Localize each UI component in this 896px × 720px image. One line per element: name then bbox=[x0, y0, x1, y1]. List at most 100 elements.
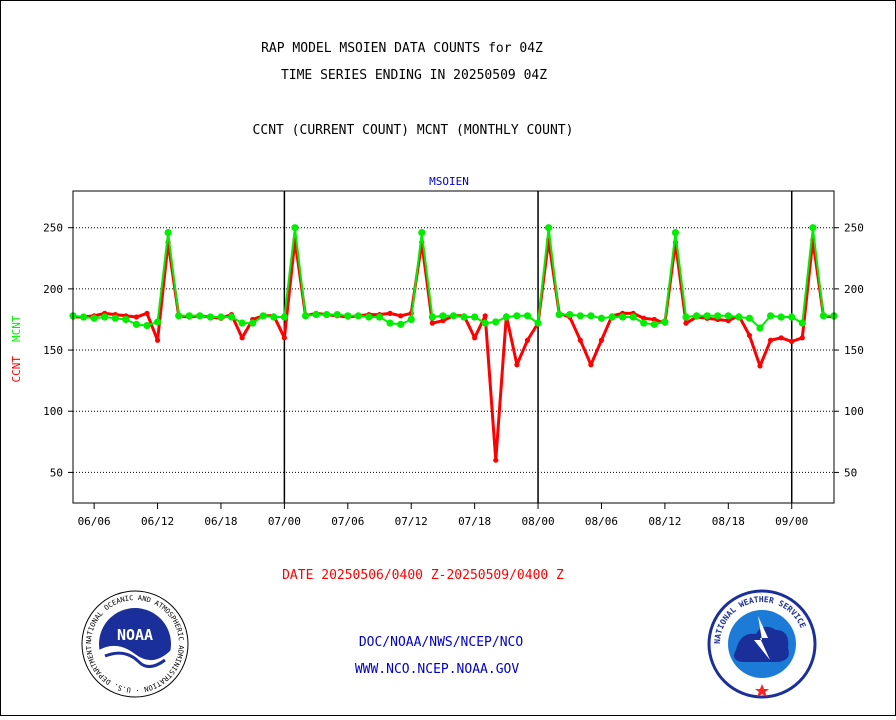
data-point-mcnt bbox=[323, 310, 331, 319]
data-point-mcnt bbox=[502, 313, 510, 321]
data-point-mcnt bbox=[471, 313, 479, 321]
data-point-mcnt bbox=[703, 312, 711, 320]
y-tick-label-left: 100 bbox=[43, 405, 63, 418]
data-point-mcnt bbox=[661, 318, 669, 326]
data-point-ccnt bbox=[133, 314, 140, 320]
data-point-mcnt bbox=[692, 312, 701, 320]
data-point-mcnt bbox=[111, 314, 119, 322]
data-point-mcnt bbox=[280, 313, 288, 321]
data-point-ccnt bbox=[429, 320, 435, 326]
data-point-mcnt bbox=[534, 319, 542, 327]
data-point-mcnt bbox=[143, 321, 151, 330]
data-point-mcnt bbox=[90, 314, 98, 322]
data-point-mcnt bbox=[418, 229, 426, 237]
plot-frame bbox=[72, 190, 835, 504]
data-point-mcnt bbox=[809, 224, 817, 232]
data-point-ccnt bbox=[144, 310, 150, 316]
chart-title: MSOIEN bbox=[429, 175, 469, 188]
data-point-ccnt bbox=[154, 337, 161, 343]
data-point-mcnt bbox=[587, 312, 595, 320]
data-point-ccnt bbox=[493, 457, 499, 463]
data-point-mcnt bbox=[79, 313, 88, 321]
data-point-ccnt bbox=[524, 337, 531, 343]
title-line-1: RAP MODEL MSOIEN DATA COUNTS for 04Z bbox=[261, 41, 543, 56]
data-point-mcnt bbox=[428, 313, 436, 321]
data-point-mcnt bbox=[301, 312, 310, 320]
nws-logo: NATIONAL WEATHER SERVICE bbox=[707, 589, 817, 699]
data-point-ccnt bbox=[789, 338, 795, 345]
data-point-mcnt bbox=[238, 319, 246, 327]
star-icon bbox=[755, 684, 769, 697]
data-point-ccnt bbox=[683, 320, 689, 326]
data-point-mcnt bbox=[227, 313, 236, 321]
data-point-ccnt bbox=[767, 337, 774, 343]
x-tick-label: 06/06 bbox=[78, 515, 111, 528]
data-point-mcnt bbox=[819, 312, 828, 320]
data-point-ccnt bbox=[482, 313, 488, 319]
data-point-mcnt bbox=[788, 313, 796, 321]
data-point-mcnt bbox=[344, 312, 352, 320]
data-point-mcnt bbox=[449, 312, 458, 320]
data-point-mcnt bbox=[735, 313, 743, 321]
y-tick-label-left: 50 bbox=[50, 466, 63, 479]
data-point-mcnt bbox=[206, 313, 215, 321]
data-point-mcnt bbox=[513, 312, 521, 320]
data-point-mcnt bbox=[217, 313, 225, 321]
data-point-ccnt bbox=[641, 315, 647, 321]
y-tick-label-left: 200 bbox=[43, 283, 63, 296]
data-point-mcnt bbox=[682, 313, 690, 321]
data-point-mcnt bbox=[439, 312, 447, 320]
data-point-mcnt bbox=[798, 319, 806, 327]
org-path: DOC/NOAA/NWS/NCEP/NCO bbox=[359, 635, 524, 650]
data-point-mcnt bbox=[523, 312, 532, 320]
data-point-mcnt bbox=[365, 313, 373, 321]
data-point-mcnt bbox=[164, 229, 172, 237]
title-line-2: TIME SERIES ENDING IN 20250509 04Z bbox=[281, 68, 547, 83]
y-tick-label-right: 250 bbox=[844, 222, 864, 235]
x-tick-label: 08/06 bbox=[585, 515, 618, 528]
data-point-mcnt bbox=[397, 320, 405, 328]
x-tick-label: 07/06 bbox=[331, 515, 364, 528]
data-point-mcnt bbox=[619, 313, 627, 321]
data-point-mcnt bbox=[291, 224, 299, 232]
data-point-mcnt bbox=[745, 314, 754, 322]
data-point-mcnt bbox=[492, 318, 500, 326]
noaa-logo: NATIONAL OCEANIC AND ATMOSPHERIC ADMINIS… bbox=[81, 590, 189, 698]
x-tick-label: 08/00 bbox=[521, 515, 554, 528]
y-tick-label-left: 150 bbox=[43, 344, 63, 357]
noaa-logo-label: NOAA bbox=[117, 626, 153, 644]
data-point-mcnt bbox=[333, 310, 341, 319]
data-point-mcnt bbox=[354, 312, 362, 320]
data-point-mcnt bbox=[671, 229, 680, 237]
ylabel-mcnt: MCNT bbox=[10, 315, 23, 342]
y-tick-label-right: 50 bbox=[844, 466, 857, 479]
data-point-mcnt bbox=[597, 314, 606, 322]
data-point-ccnt bbox=[598, 337, 605, 343]
x-tick-label: 06/12 bbox=[141, 515, 174, 528]
day-separators bbox=[283, 191, 793, 503]
series-mcnt bbox=[69, 224, 838, 332]
data-point-mcnt bbox=[756, 324, 764, 332]
website: WWW.NCO.NCEP.NOAA.GOV bbox=[355, 662, 520, 677]
x-tick-label: 06/18 bbox=[204, 515, 237, 528]
y-tick-label-right: 150 bbox=[844, 344, 864, 357]
data-point-mcnt bbox=[196, 312, 204, 320]
grid-lines bbox=[68, 227, 839, 473]
data-point-mcnt bbox=[460, 313, 468, 321]
data-point-mcnt bbox=[576, 312, 584, 320]
y-tick-label-right: 200 bbox=[844, 283, 864, 296]
data-point-ccnt bbox=[725, 318, 731, 324]
x-tick-label: 07/18 bbox=[458, 515, 491, 528]
series-lines bbox=[69, 224, 838, 463]
y-tick-labels: 50 50 100 100 150 150 200 200 250 250 bbox=[43, 222, 864, 480]
subtitle: CCNT (CURRENT COUNT) MCNT (MONTHLY COUNT… bbox=[253, 123, 574, 138]
y-tick-label-right: 100 bbox=[844, 405, 864, 418]
data-point-mcnt bbox=[724, 312, 732, 320]
x-tick-label: 09/00 bbox=[775, 515, 808, 528]
data-point-ccnt bbox=[440, 318, 446, 324]
x-tick-labels: 06/06 06/12 06/18 07/00 07/06 07/12 07/18 08/00… bbox=[78, 503, 808, 528]
data-point-mcnt bbox=[629, 313, 637, 321]
y-tick-label-left: 250 bbox=[43, 222, 63, 235]
data-point-ccnt bbox=[778, 335, 784, 341]
